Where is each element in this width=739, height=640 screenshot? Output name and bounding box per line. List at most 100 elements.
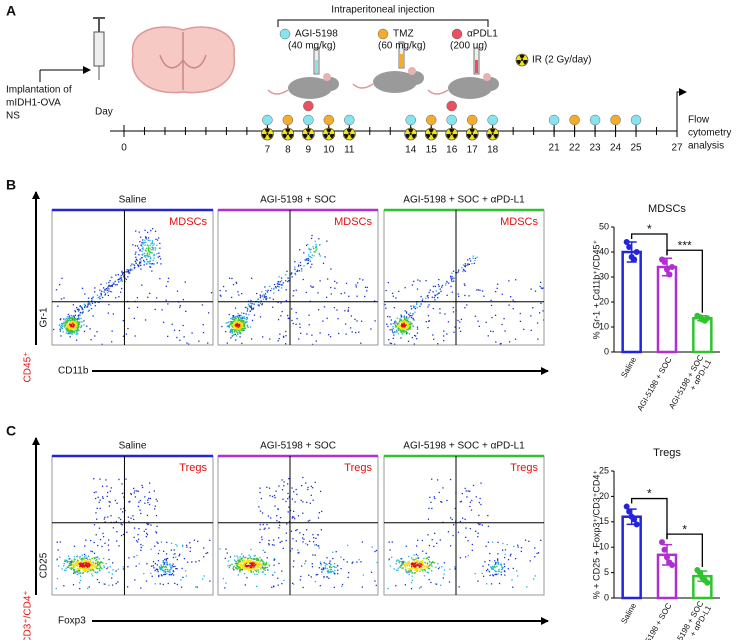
- event-dot: [324, 562, 327, 565]
- event-dot: [76, 573, 78, 576]
- event-dot: [78, 317, 80, 319]
- event-dot: [318, 252, 320, 255]
- event-dot: [406, 332, 409, 334]
- event-dot: [268, 564, 270, 566]
- event-dot: [263, 567, 265, 569]
- event-dot: [141, 257, 143, 259]
- dose-marker: [323, 114, 335, 126]
- event-dot: [336, 282, 338, 284]
- event-dot: [76, 568, 78, 570]
- event-dot: [288, 496, 290, 498]
- event-dot: [72, 321, 75, 323]
- event-dot: [285, 335, 287, 337]
- event-dot: [112, 313, 114, 315]
- event-dot: [446, 294, 448, 296]
- ir-blade: [516, 60, 522, 65]
- event-dot: [406, 565, 409, 567]
- event-dot: [238, 324, 241, 326]
- event-dot: [405, 545, 407, 547]
- event-dot: [413, 554, 415, 556]
- event-dot: [67, 330, 70, 333]
- event-dot: [280, 279, 283, 282]
- event-dot: [490, 566, 492, 568]
- event-dot: [362, 574, 365, 576]
- event-dot: [247, 303, 250, 305]
- event-dot: [443, 340, 445, 342]
- event-dot: [468, 295, 470, 297]
- event-dot: [128, 270, 130, 272]
- event-dot: [161, 309, 163, 311]
- event-dot: [157, 559, 160, 562]
- event-dot: [399, 329, 401, 332]
- event-dot: [243, 329, 245, 332]
- event-dot: [82, 569, 84, 571]
- event-dot: [314, 481, 316, 484]
- event-dot: [104, 516, 106, 518]
- event-dot: [419, 561, 421, 563]
- event-dot: [273, 564, 275, 566]
- event-dot: [149, 258, 152, 260]
- event-dot: [469, 258, 471, 260]
- event-dot: [443, 562, 445, 564]
- event-dot: [437, 567, 440, 570]
- event-dot: [189, 550, 191, 553]
- event-dot: [141, 254, 143, 256]
- dose-marker: [262, 114, 273, 126]
- event-dot: [396, 330, 398, 332]
- event-dot: [261, 304, 263, 306]
- event-dot: [69, 331, 71, 333]
- event-dot: [111, 584, 114, 586]
- event-dot: [392, 327, 395, 330]
- event-dot: [422, 566, 424, 568]
- event-dot: [471, 499, 473, 502]
- event-dot: [197, 540, 199, 542]
- event-dot: [305, 560, 307, 562]
- event-dot: [291, 272, 293, 274]
- event-dot: [259, 524, 261, 526]
- event-dot: [70, 324, 72, 327]
- event-dot: [375, 549, 378, 552]
- event-dot: [431, 570, 433, 572]
- event-dot: [169, 574, 171, 576]
- event-dot: [130, 517, 132, 519]
- event-dot: [400, 328, 402, 330]
- event-dot: [171, 565, 173, 567]
- event-dot: [94, 565, 96, 567]
- event-dot: [491, 568, 493, 570]
- event-dot: [347, 576, 349, 579]
- event-dot: [101, 485, 104, 487]
- event-dot: [136, 245, 139, 247]
- event-dot: [181, 544, 184, 547]
- event-dot: [499, 563, 502, 566]
- event-dot: [233, 559, 236, 561]
- dose-marker: [282, 114, 294, 126]
- event-dot: [313, 251, 315, 253]
- event-dot: [71, 325, 73, 328]
- event-dot: [331, 566, 333, 568]
- significance-label: *: [647, 222, 652, 236]
- event-dot: [375, 584, 377, 587]
- event-dot: [107, 312, 110, 314]
- event-dot: [239, 317, 242, 319]
- event-dot: [68, 561, 70, 563]
- event-dot: [467, 259, 469, 261]
- event-dot: [244, 563, 246, 565]
- event-dot: [72, 564, 74, 566]
- event-dot: [288, 317, 290, 319]
- event-dot: [261, 564, 263, 567]
- event-dot: [245, 318, 248, 321]
- event-dot: [146, 563, 148, 565]
- event-dot: [142, 239, 144, 241]
- event-dot: [474, 315, 477, 317]
- event-dot: [491, 566, 493, 569]
- event-dot: [481, 290, 484, 292]
- event-dot: [207, 312, 210, 314]
- event-dot: [229, 556, 232, 558]
- event-dot: [427, 558, 430, 561]
- event-dot: [151, 252, 153, 254]
- event-dot: [439, 312, 441, 314]
- event-dot: [450, 277, 452, 279]
- event-dot: [166, 564, 168, 566]
- event-dot: [405, 312, 408, 314]
- event-dot: [396, 323, 399, 326]
